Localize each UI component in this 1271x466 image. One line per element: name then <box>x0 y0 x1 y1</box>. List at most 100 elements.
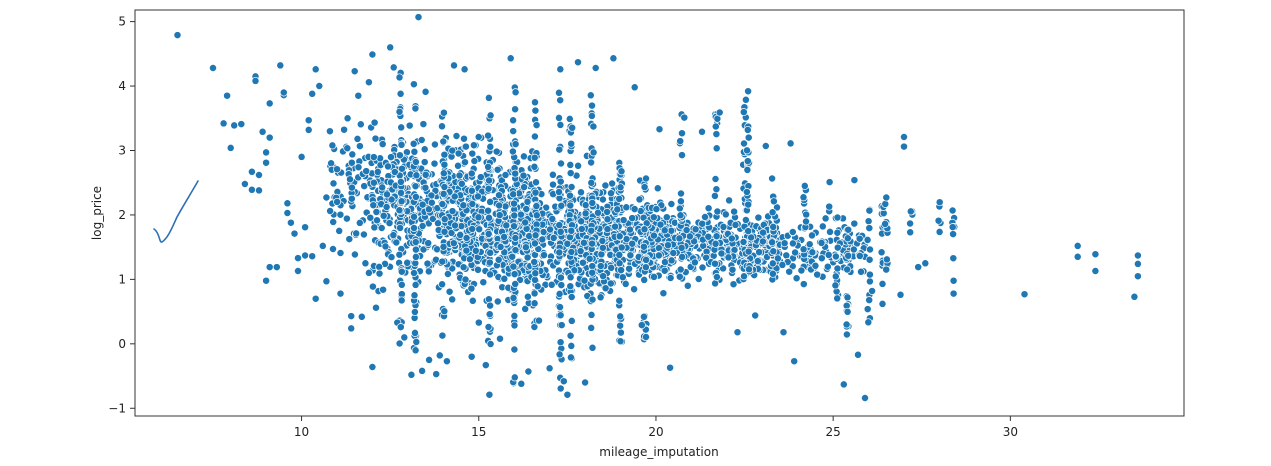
data-point <box>617 243 626 252</box>
data-point <box>395 107 404 116</box>
x-tick-label: 30 <box>1003 425 1018 439</box>
data-point <box>868 287 877 295</box>
data-point <box>396 89 405 98</box>
data-point <box>948 223 957 232</box>
data-point <box>343 114 352 123</box>
data-point <box>223 91 232 100</box>
data-point <box>347 324 356 333</box>
data-point <box>621 279 630 288</box>
data-point <box>364 268 373 277</box>
data-point <box>511 280 520 288</box>
data-point <box>656 220 665 229</box>
data-point <box>661 258 669 267</box>
y-tick-label: 2 <box>118 208 126 222</box>
data-point <box>304 116 313 125</box>
data-point <box>744 87 753 96</box>
data-point <box>255 171 263 179</box>
data-point <box>566 201 575 210</box>
data-point <box>587 226 596 235</box>
data-point <box>567 248 576 256</box>
data-point <box>335 226 344 235</box>
data-point <box>525 232 534 241</box>
data-point <box>516 210 525 219</box>
data-point <box>1073 241 1082 250</box>
data-point <box>484 93 493 102</box>
data-point <box>459 263 468 272</box>
data-point <box>290 229 299 238</box>
data-point <box>545 364 554 373</box>
data-point <box>440 215 449 224</box>
data-point <box>439 189 448 198</box>
data-point <box>343 144 352 153</box>
data-point <box>364 78 373 87</box>
data-point <box>586 91 595 100</box>
data-point <box>680 113 689 122</box>
data-point <box>576 247 585 256</box>
data-point <box>247 167 256 176</box>
data-point <box>649 213 658 222</box>
data-point <box>511 105 520 114</box>
data-point <box>346 175 354 184</box>
data-point <box>878 299 887 308</box>
data-point <box>397 123 406 132</box>
data-point <box>354 163 363 172</box>
data-point <box>896 290 905 299</box>
data-point <box>434 219 442 228</box>
data-point <box>400 333 409 342</box>
data-point <box>350 250 359 259</box>
data-point <box>439 108 448 117</box>
data-point <box>603 208 612 216</box>
data-point <box>397 197 406 206</box>
data-point <box>369 153 378 162</box>
data-point <box>949 289 958 298</box>
data-point <box>780 239 789 248</box>
data-point <box>486 142 495 151</box>
data-point <box>598 243 607 252</box>
data-point <box>297 152 306 161</box>
data-point <box>591 64 600 72</box>
data-point <box>730 207 739 216</box>
data-point <box>468 296 477 305</box>
data-point <box>439 242 448 251</box>
data-point <box>353 134 362 143</box>
data-point <box>652 205 661 214</box>
data-point <box>352 229 361 238</box>
data-point <box>326 207 335 215</box>
data-point <box>881 199 890 208</box>
data-point <box>843 307 852 316</box>
data-point <box>618 273 627 282</box>
data-point <box>761 142 770 150</box>
data-point <box>818 222 827 231</box>
data-point <box>1133 272 1142 281</box>
data-point <box>865 277 874 286</box>
data-point <box>759 228 768 237</box>
data-point <box>567 139 576 148</box>
x-tick-label: 25 <box>826 425 841 439</box>
data-point <box>468 225 477 233</box>
data-point <box>397 188 405 197</box>
data-point <box>565 114 574 123</box>
data-point <box>788 239 797 248</box>
data-point <box>386 43 395 52</box>
data-point <box>594 208 602 217</box>
data-point <box>712 185 721 194</box>
data-point <box>387 195 396 204</box>
data-point <box>510 311 519 320</box>
data-point <box>511 234 520 242</box>
x-tick-label: 10 <box>294 425 309 439</box>
data-point <box>581 378 590 387</box>
data-point <box>659 289 668 298</box>
data-point <box>555 188 563 196</box>
data-point <box>786 139 795 148</box>
data-point <box>493 297 502 306</box>
data-point <box>811 261 820 270</box>
data-point <box>639 242 648 251</box>
data-point <box>556 273 565 282</box>
data-point <box>511 246 520 255</box>
data-point <box>495 191 503 200</box>
data-point <box>567 316 576 325</box>
data-point <box>581 209 590 218</box>
data-point <box>496 334 504 343</box>
data-point <box>1091 250 1100 259</box>
data-point <box>448 146 457 155</box>
